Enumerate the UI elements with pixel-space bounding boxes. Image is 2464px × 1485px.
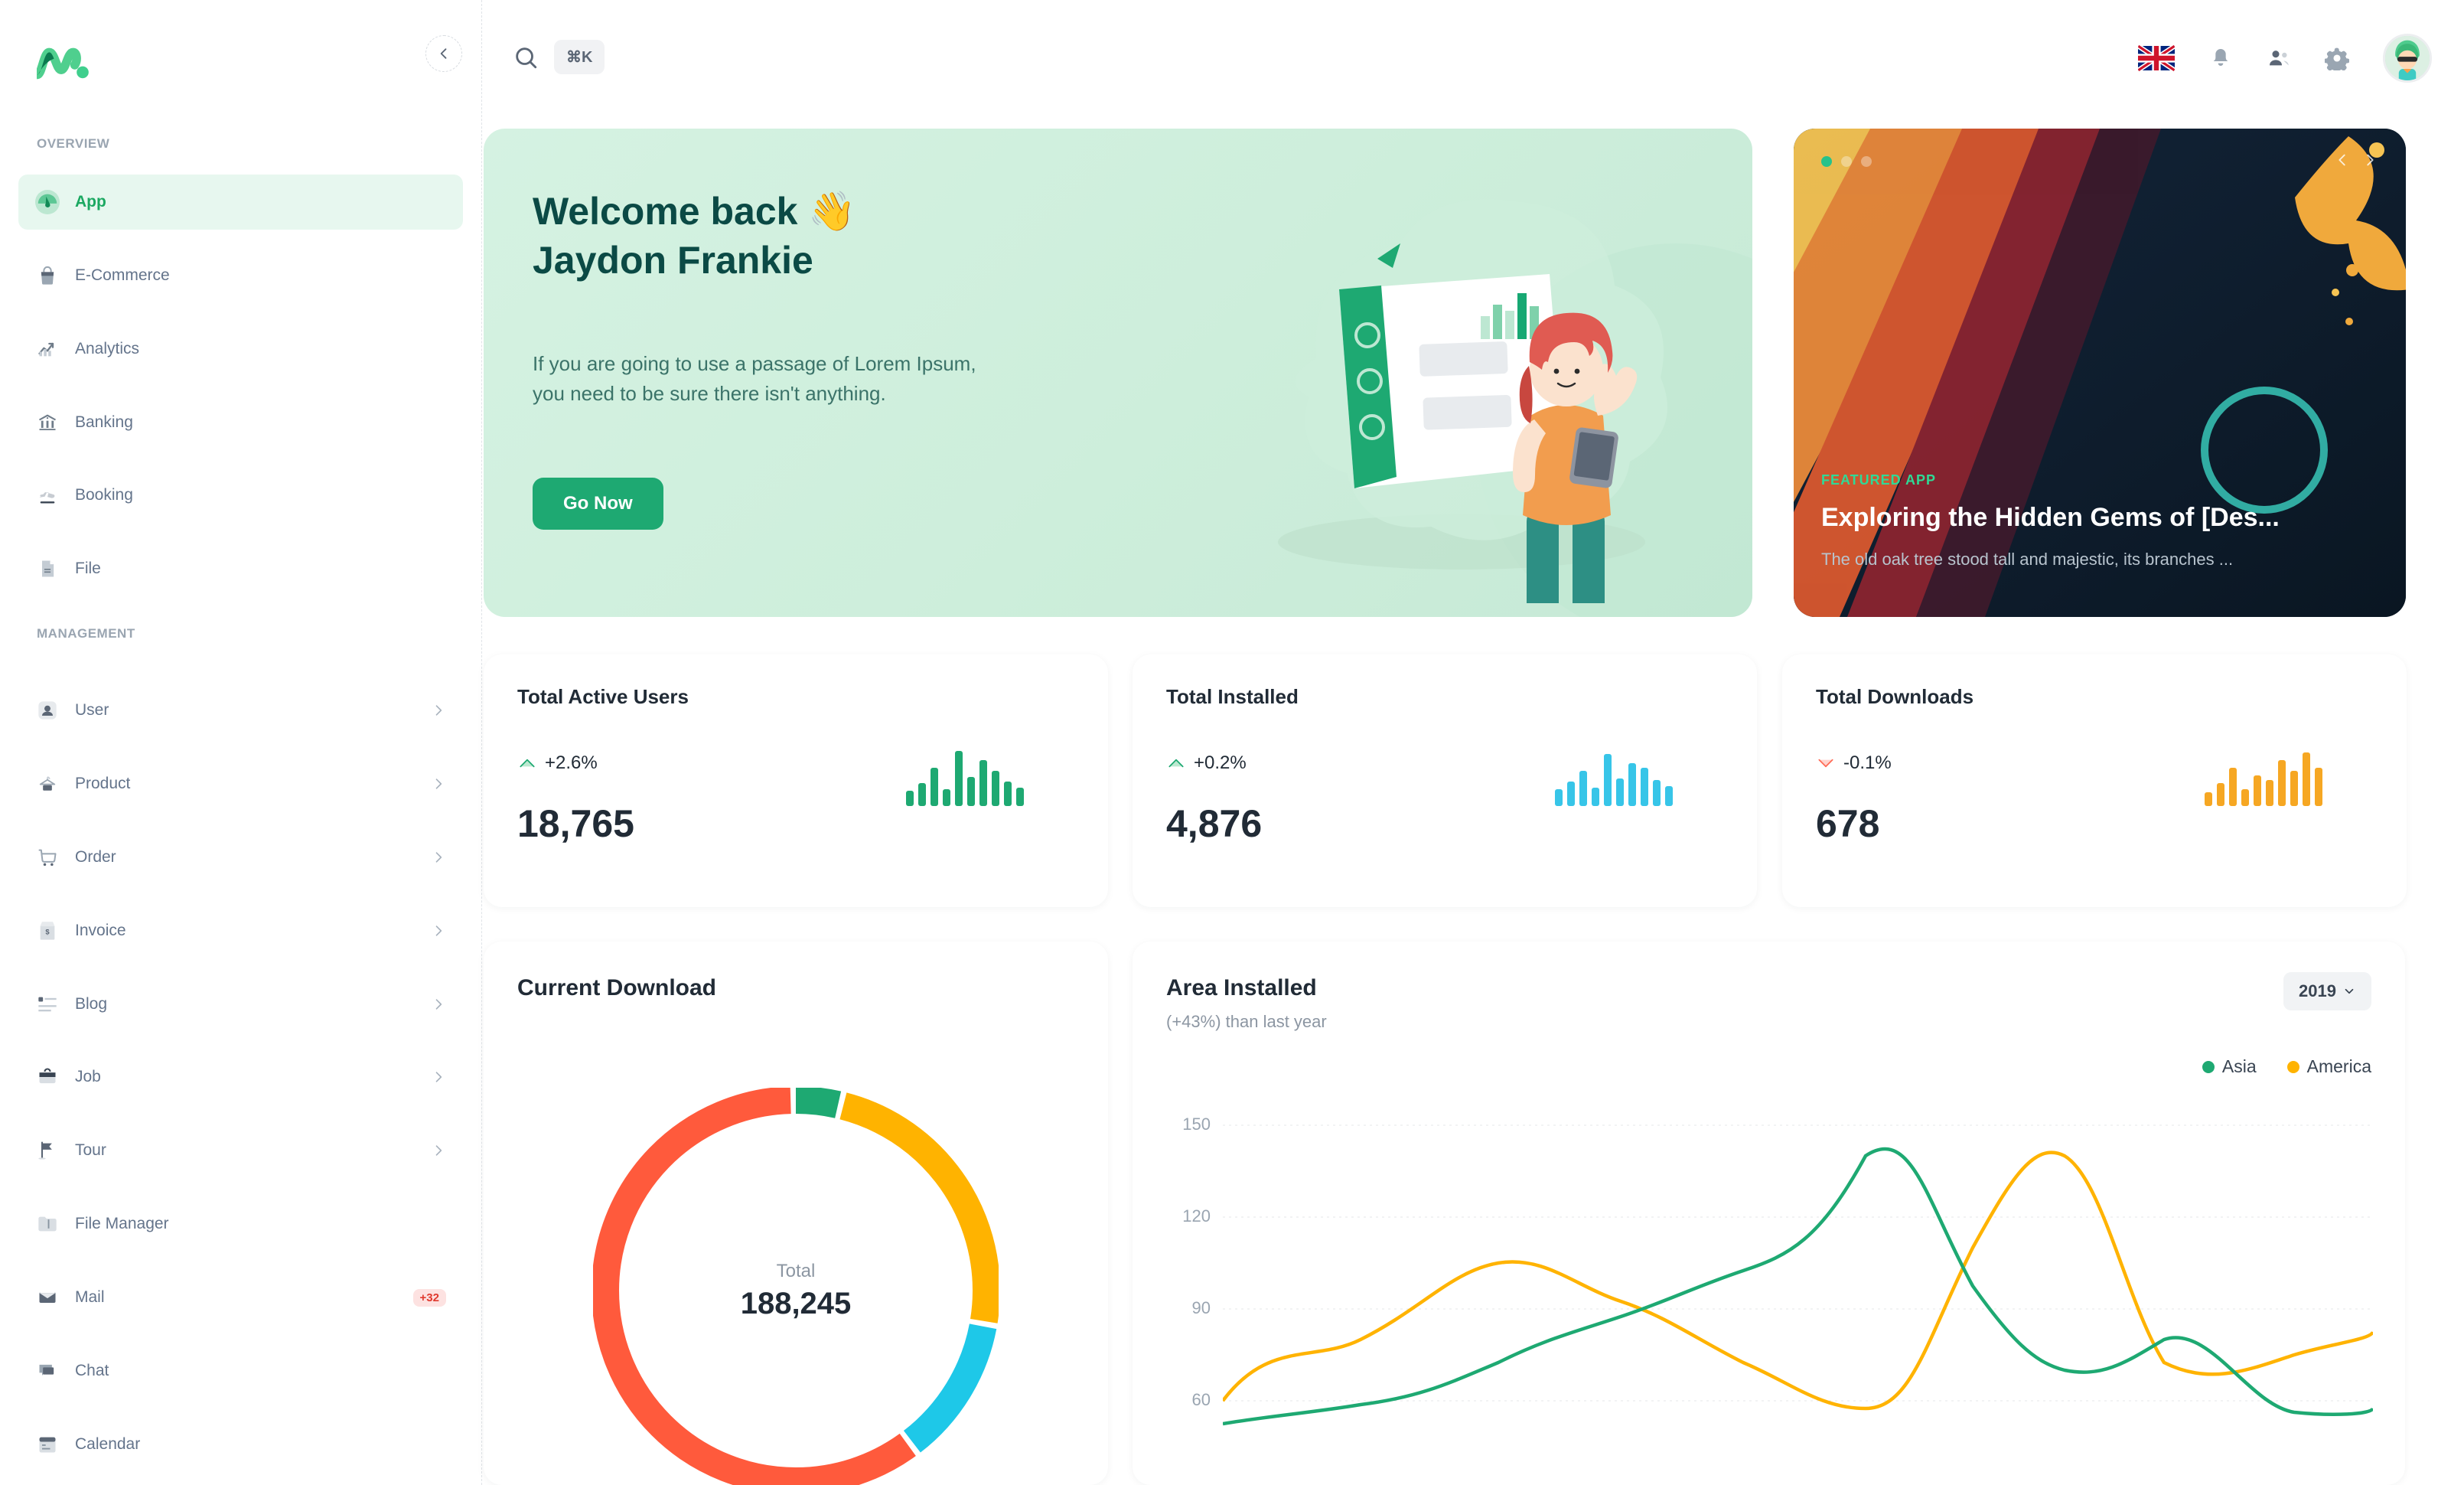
svg-text:$: $ xyxy=(45,929,50,936)
